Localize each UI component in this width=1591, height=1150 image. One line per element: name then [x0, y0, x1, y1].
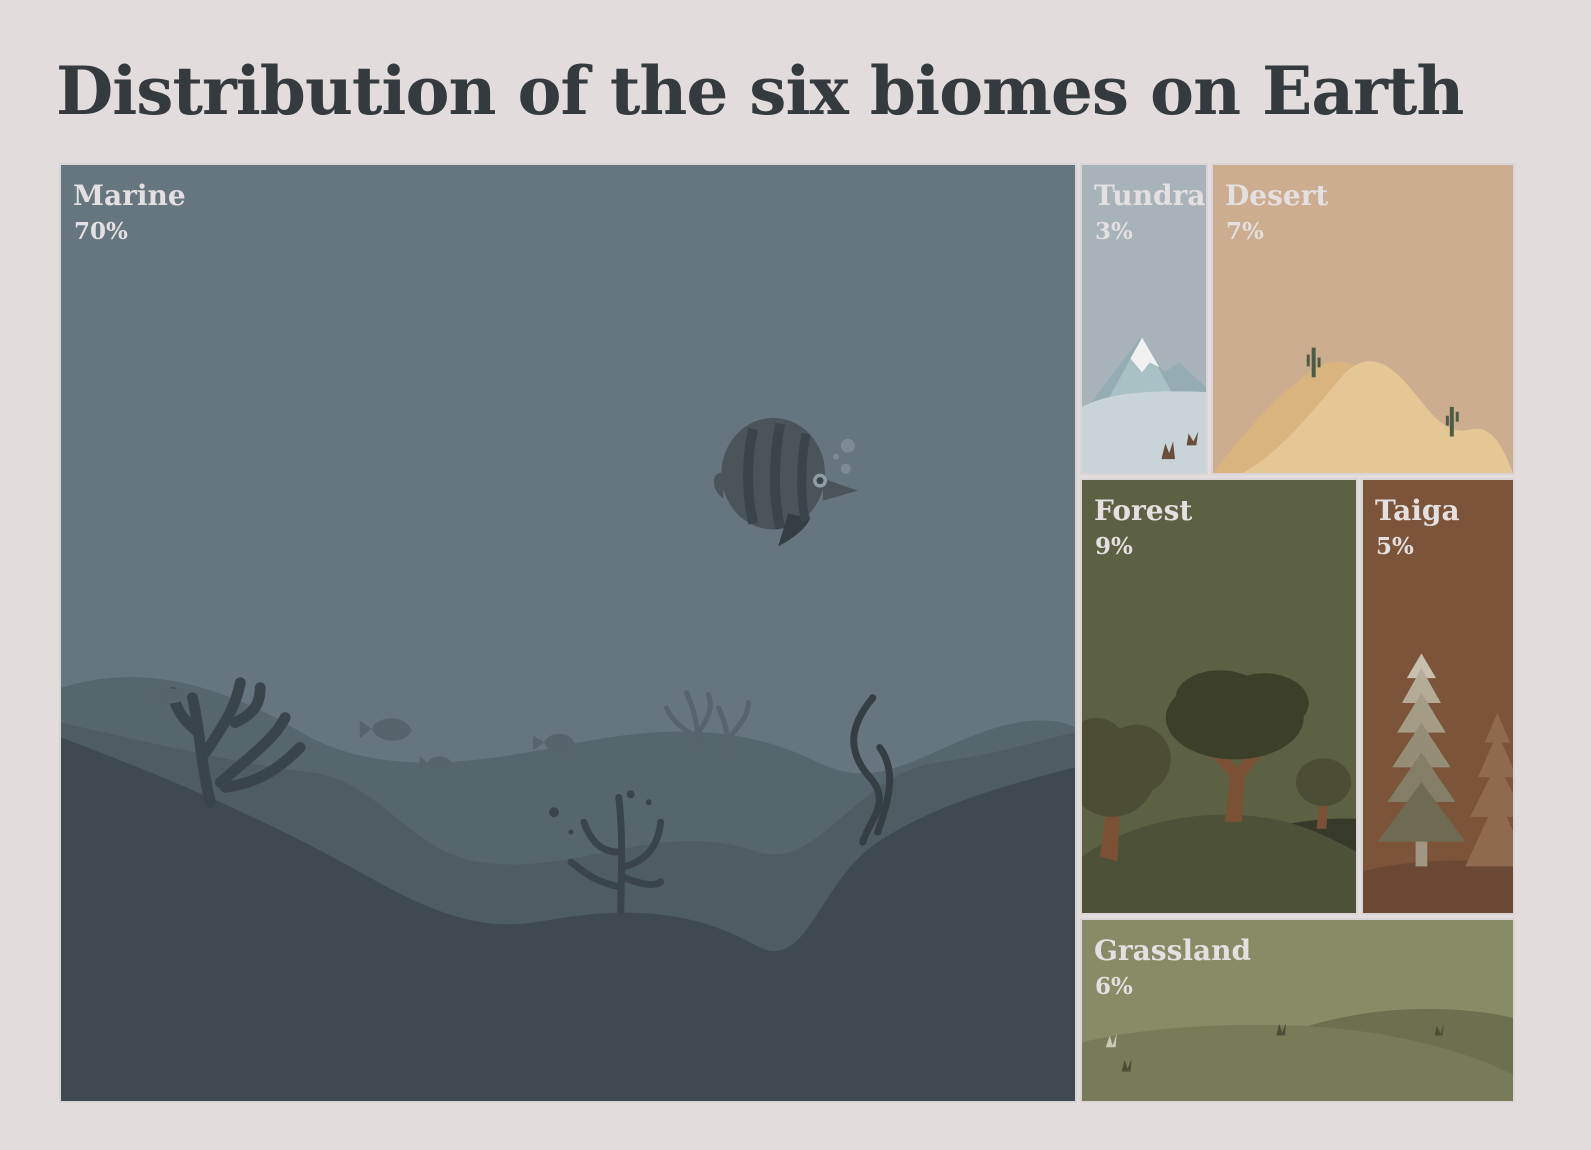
big-fish	[713, 417, 858, 547]
treemap-label-forest: Forest	[1094, 494, 1193, 527]
conifer-front	[1377, 653, 1466, 867]
treemap-label-marine: Marine	[73, 179, 186, 212]
grass-near-hill	[1082, 1024, 1513, 1101]
marine-illustration	[61, 165, 1075, 1101]
cactus-small	[1445, 406, 1459, 437]
seaweed	[850, 694, 894, 846]
forest-illustration	[1082, 480, 1356, 913]
desert-illustration	[1213, 165, 1513, 473]
treemap-value-marine: 70%	[74, 218, 128, 245]
grass-tufts	[1105, 1033, 1117, 1048]
dune-right	[1242, 361, 1513, 473]
treemap-label-grassland: Grassland	[1094, 934, 1252, 967]
treemap-tile-tundra: Tundra 3%	[1080, 163, 1208, 475]
treemap-value-tundra: 3%	[1095, 218, 1133, 245]
treemap-tile-grassland: Grassland 6%	[1080, 918, 1515, 1103]
bubbles	[549, 790, 652, 835]
treemap-value-desert: 7%	[1226, 218, 1264, 245]
treemap-tile-desert: Desert 7%	[1211, 163, 1515, 475]
tree-left	[1082, 717, 1171, 862]
tundra-illustration	[1082, 165, 1206, 473]
treemap-value-taiga: 5%	[1376, 533, 1414, 560]
treemap-tile-marine: Marine 70%	[59, 163, 1077, 1103]
treemap-label-desert: Desert	[1225, 179, 1329, 212]
treemap-value-forest: 9%	[1095, 533, 1133, 560]
tree-right	[1295, 758, 1352, 829]
taiga-ground	[1363, 860, 1513, 913]
marine-front-hill	[61, 737, 1075, 1101]
mountain-snow	[1130, 337, 1160, 373]
chart-title: Distribution of the six biomes on Earth	[56, 52, 1464, 130]
tree-center	[1165, 670, 1309, 822]
treemap-label-tundra: Tundra	[1094, 179, 1206, 212]
forest-near-hill	[1082, 814, 1356, 913]
coral-bg	[664, 690, 751, 755]
treemap-label-taiga: Taiga	[1375, 494, 1460, 527]
small-fish-group	[146, 688, 575, 769]
taiga-illustration	[1363, 480, 1513, 913]
coral-left	[167, 677, 306, 808]
treemap-value-grassland: 6%	[1095, 973, 1133, 1000]
conifer-back	[1465, 712, 1513, 867]
coral-center	[567, 793, 665, 916]
grass-tufts-dark	[1121, 1022, 1444, 1072]
treemap-tile-taiga: Taiga 5%	[1361, 478, 1515, 915]
cactus-large	[1306, 347, 1321, 378]
treemap-tile-forest: Forest 9%	[1080, 478, 1358, 915]
tundra-ground	[1082, 391, 1206, 473]
grassland-illustration	[1082, 920, 1513, 1101]
